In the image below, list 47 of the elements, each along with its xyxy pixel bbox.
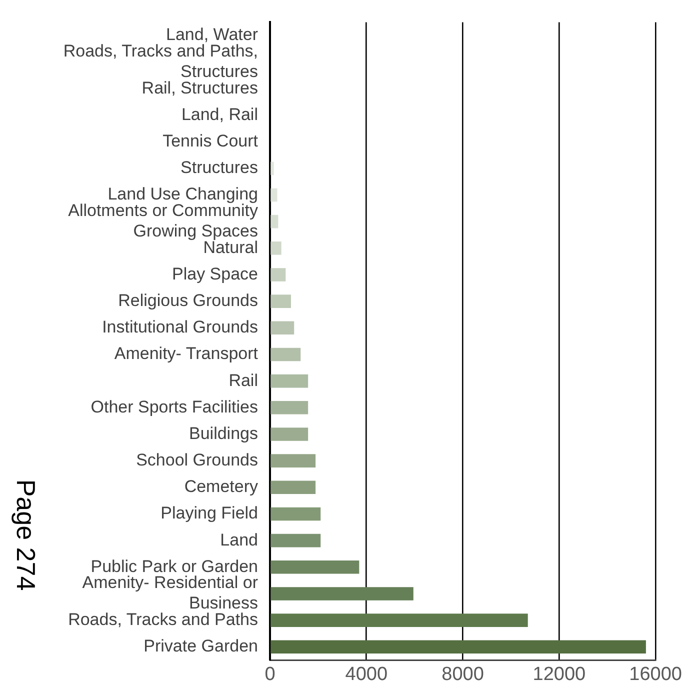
y-tick-label: Institutional Grounds [102,318,258,337]
y-tick-label: Tennis Court [162,132,258,151]
bar [270,294,291,308]
bar [270,214,278,228]
y-tick-label: Cemetery [184,477,258,496]
bar [270,374,308,388]
bar [270,507,321,521]
y-tick-label: Land [220,530,258,550]
text: Page 274 [10,479,41,591]
bar [270,587,414,600]
y-tick-label: Roads, Tracks and Paths, Structures [63,42,258,81]
y-tick-label: Other Sports Facilities [90,397,258,416]
y-tick-label: Roads, Tracks and Paths [68,610,258,630]
y-tick-label: Land, Rail [181,104,258,124]
y-tick-label: Rail, Structures [142,78,258,98]
y-tick-label: Structures [180,158,258,178]
bar [270,162,274,176]
bar [270,614,528,627]
bar [270,640,646,654]
bar [270,480,316,494]
y-tick-label: Amenity- Transport [114,344,258,364]
y-tick-label: Amenity- Residential or Business [82,573,258,613]
y-tick-label: Religious Grounds [118,291,258,310]
x-tick-label: 16000 [629,664,682,685]
y-tick-label: Rail [228,370,258,390]
y-tick-label: Land, Water [166,25,258,44]
y-tick-label: Playing Field [160,504,258,523]
y-tick-label: Play Space [172,264,258,284]
bar [270,534,321,548]
y-tick-label: Land Use Changing [108,184,258,204]
bar [270,428,308,441]
x-tick-label: 12000 [532,664,586,685]
bar [270,188,278,202]
bar [270,242,282,255]
x-tick-label: 0 [264,664,276,685]
bar [270,560,360,574]
y-tick-label: School Grounds [136,450,258,470]
bar [270,401,308,414]
x-tick-label: 4000 [345,664,388,685]
y-tick-label: Public Park or Garden [90,556,258,576]
bar [270,268,286,282]
x-tick-label: 8000 [442,664,484,685]
y-tick-label: Buildings [189,424,258,443]
bar [270,348,301,362]
bar [270,454,316,468]
bar [270,321,294,335]
y-tick-label: Private Garden [144,636,258,656]
